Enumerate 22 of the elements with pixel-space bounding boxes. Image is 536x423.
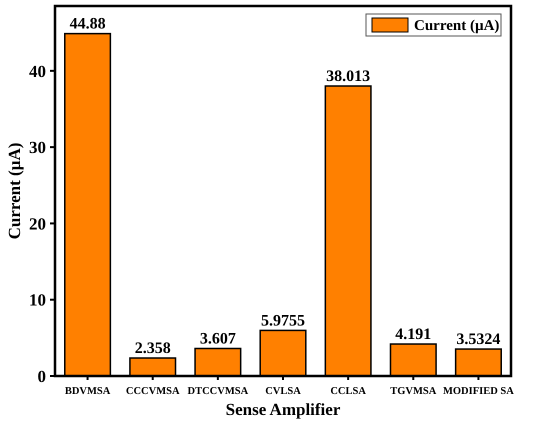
x-tick-label: CCLSA (330, 386, 366, 397)
x-tick-label: CCCVMSA (126, 386, 180, 397)
x-tick-label: TGVMSA (390, 386, 437, 397)
data-label: 2.358 (134, 340, 171, 358)
data-label: 44.88 (70, 16, 106, 33)
x-tick-label: MODIFIED SA (442, 386, 514, 397)
legend-label: Current (µA) (414, 18, 500, 34)
y-tick-label: 40 (29, 62, 46, 81)
x-axis-title: Sense Amplifier (226, 400, 341, 419)
x-tick-label: DTCCVMSA (188, 386, 249, 397)
y-axis-title: Current (µA) (5, 142, 24, 240)
data-label: 4.191 (395, 326, 432, 344)
y-tick-label: 30 (29, 138, 46, 158)
y-tick-label: 10 (29, 290, 46, 310)
data-label: 3.5324 (456, 331, 500, 348)
data-label: 5.9755 (261, 312, 305, 330)
x-tick-label: CVLSA (265, 386, 302, 397)
data-label: 38.013 (326, 68, 370, 86)
y-tick-label: 20 (29, 214, 46, 234)
x-tick-label: BDVMSA (64, 386, 111, 397)
data-label: 3.607 (200, 330, 236, 348)
y-tick-label: 0 (38, 367, 46, 386)
